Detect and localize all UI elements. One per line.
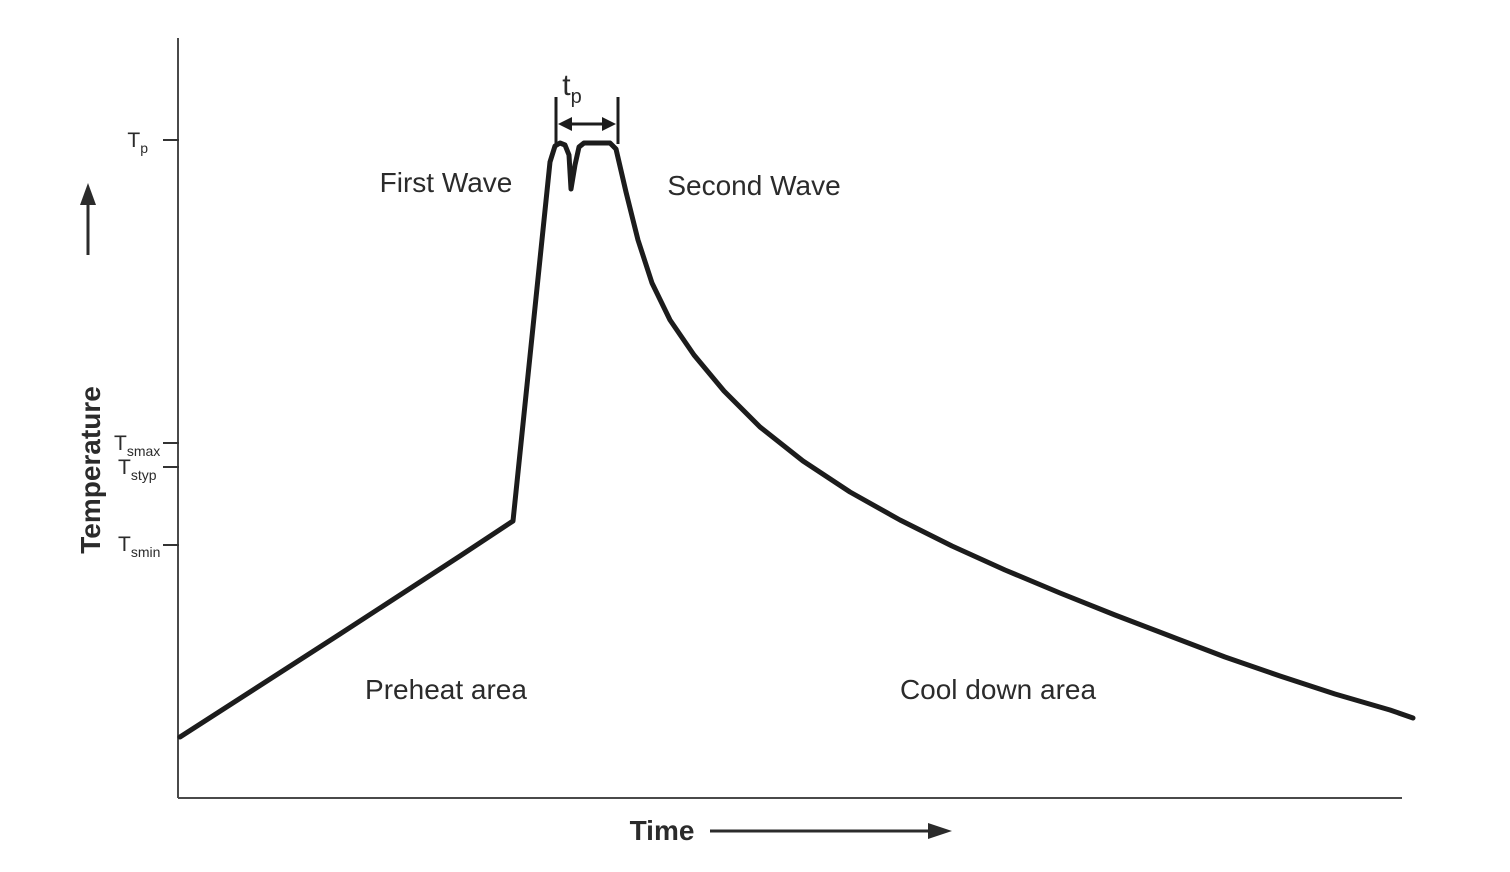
tick-label-tp-sub: p (140, 140, 148, 156)
cool-down-area-label: Cool down area (900, 674, 1097, 705)
tick-label-tp-main: T (127, 129, 140, 152)
tick-label-tstyp-main: T (118, 456, 131, 479)
tick-label-tp: Tp (127, 129, 148, 156)
tick-label-tstyp: Tstyp (118, 456, 157, 483)
tick-label-tsmax: Tsmax (114, 432, 160, 459)
tick-label-tstyp-sub: styp (131, 467, 157, 483)
peak-time-label-sub: p (571, 86, 582, 108)
right-arrow-icon (928, 823, 952, 839)
x-axis-title: Time (630, 815, 695, 846)
preheat-area-label: Preheat area (365, 674, 527, 705)
up-arrow-icon (80, 183, 96, 205)
y-axis-title: Temperature (75, 386, 106, 554)
first-wave-label: First Wave (380, 167, 513, 198)
tick-label-tsmin: Tsmin (118, 533, 160, 560)
left-arrowhead-icon (558, 117, 572, 131)
tick-label-tsmin-sub: smin (131, 544, 161, 560)
right-arrowhead-icon (602, 117, 616, 131)
tick-label-tsmax-main: T (114, 432, 127, 455)
peak-time-label-main: t (562, 69, 571, 102)
second-wave-label: Second Wave (667, 170, 840, 201)
peak-time-label: tp (562, 69, 581, 108)
temperature-curve (177, 140, 1416, 740)
tick-label-tsmax-sub: smax (127, 443, 160, 459)
tick-label-tsmin-main: T (118, 533, 131, 556)
